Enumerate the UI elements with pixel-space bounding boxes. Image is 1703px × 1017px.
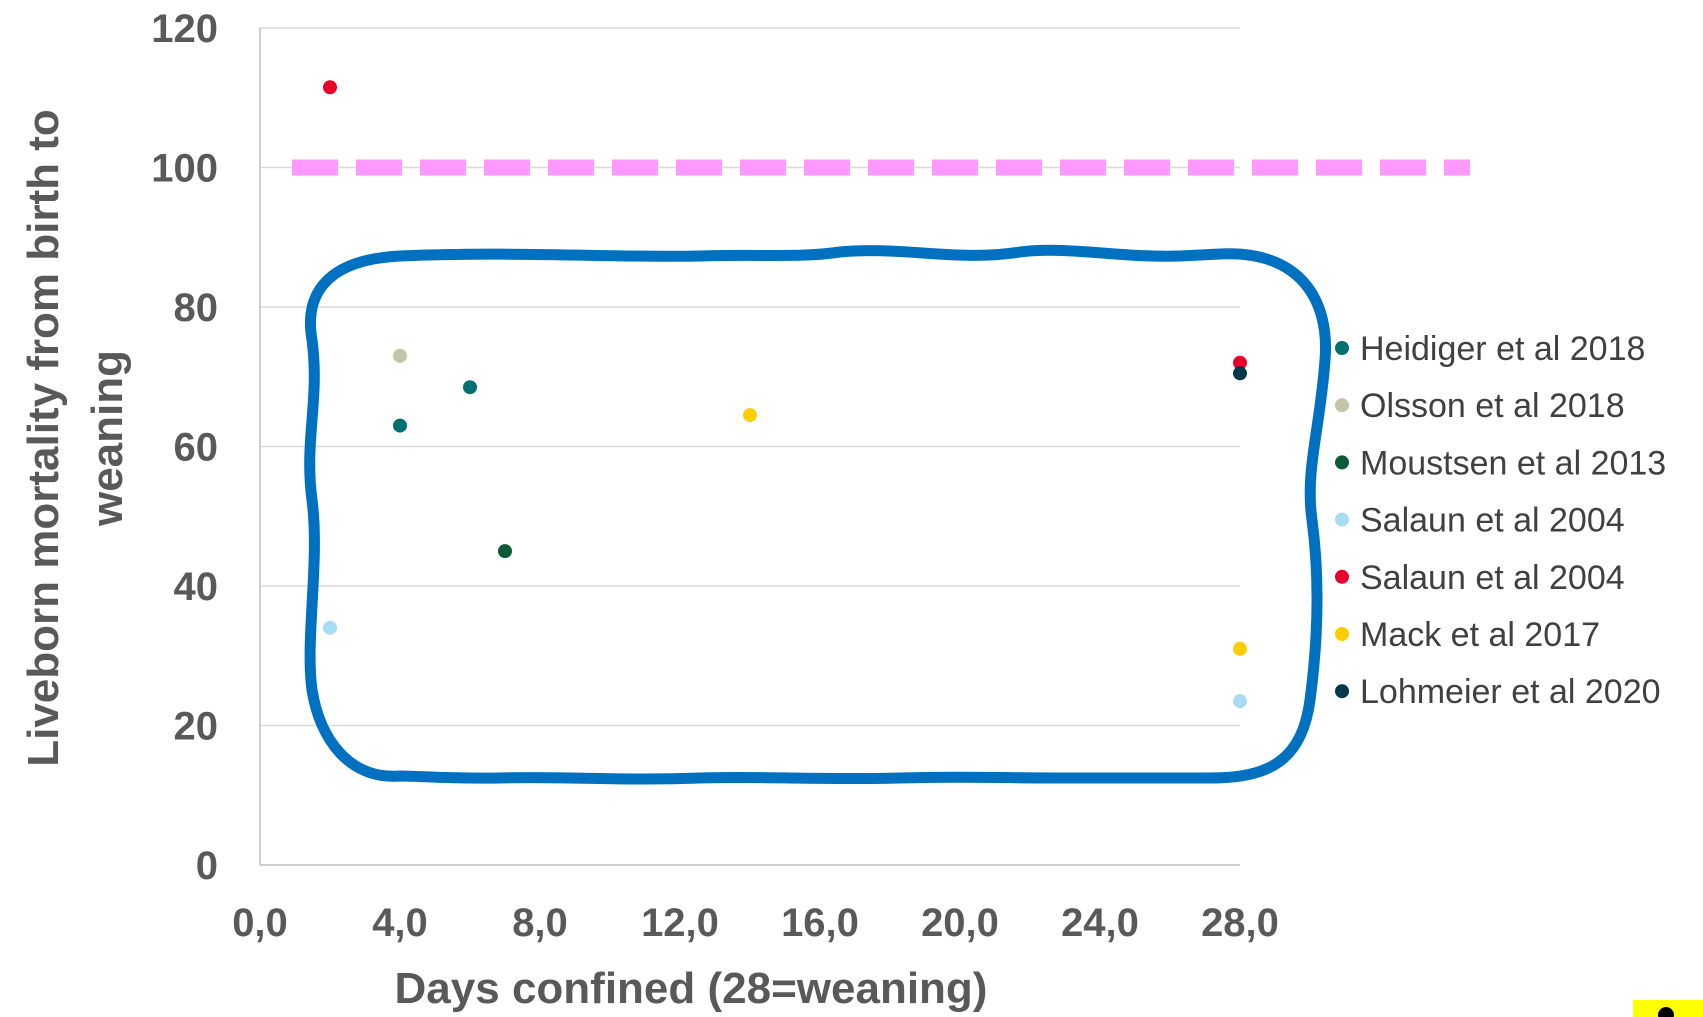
- legend-label: Olsson et al 2018: [1360, 387, 1625, 425]
- legend-marker: [1335, 684, 1349, 699]
- x-tick-label: 8,0: [512, 901, 568, 945]
- data-point: [323, 80, 337, 95]
- annotation-outline: [304, 244, 1332, 785]
- legend-label: Moustsen et al 2013: [1360, 444, 1666, 482]
- gridlines: [260, 27, 1240, 727]
- legend-marker: [1335, 455, 1349, 470]
- data-point: [393, 418, 407, 433]
- x-tick-label: 12,0: [641, 901, 719, 945]
- data-points: [323, 80, 1247, 709]
- x-tick-label: 16,0: [781, 901, 859, 945]
- y-tick-label: 100: [151, 147, 218, 191]
- y-tick-label: 60: [174, 426, 219, 470]
- x-tick-labels: 0,0 4,0 8,0 12,0 16,0 20,0 24,0 28,0: [232, 901, 1279, 945]
- legend: Heidiger et al 2018 Olsson et al 2018 Mous…: [1335, 330, 1666, 711]
- x-tick-label: 28,0: [1201, 901, 1279, 945]
- legend-label: Heidiger et al 2018: [1360, 330, 1645, 368]
- y-tick-label: 20: [174, 705, 219, 749]
- legend-marker: [1335, 627, 1349, 641]
- legend-label: Lohmeier et al 2020: [1360, 673, 1661, 711]
- data-point: [1233, 641, 1247, 656]
- y-tick-label: 40: [174, 565, 219, 609]
- y-tick-label: 120: [151, 7, 218, 51]
- legend-label: Salaun et al 2004: [1360, 559, 1625, 597]
- axes: [259, 28, 1240, 866]
- legend-label: Mack et al 2017: [1360, 616, 1600, 654]
- data-point: [393, 348, 407, 363]
- x-tick-label: 0,0: [232, 901, 288, 945]
- legend-marker: [1335, 398, 1349, 413]
- legend-label: Salaun et al 2004: [1360, 502, 1625, 540]
- x-tick-label: 24,0: [1061, 901, 1139, 945]
- data-point: [463, 380, 477, 395]
- x-axis-title: Days confined (28=weaning): [395, 964, 988, 1013]
- y-axis-title-line2: weaning: [83, 350, 132, 527]
- data-point: [1233, 355, 1247, 370]
- y-tick-label: 80: [174, 286, 219, 330]
- data-point: [1233, 366, 1247, 381]
- data-point: [323, 620, 337, 635]
- legend-marker: [1335, 341, 1349, 355]
- data-point: [1233, 694, 1247, 709]
- data-point: [743, 408, 757, 423]
- x-tick-label: 4,0: [372, 901, 428, 945]
- x-tick-label: 20,0: [921, 901, 999, 945]
- corner-badge-dot: [1658, 1007, 1674, 1017]
- legend-marker: [1335, 512, 1349, 527]
- y-axis-title-line1: Liveborn mortality from birth to: [19, 109, 68, 767]
- y-tick-label: 0: [196, 844, 218, 888]
- annotation-wavy-outline: [304, 244, 1332, 785]
- data-point: [498, 544, 512, 559]
- y-tick-labels: 0 20 40 60 80 100 120: [151, 7, 218, 888]
- legend-marker: [1335, 569, 1349, 584]
